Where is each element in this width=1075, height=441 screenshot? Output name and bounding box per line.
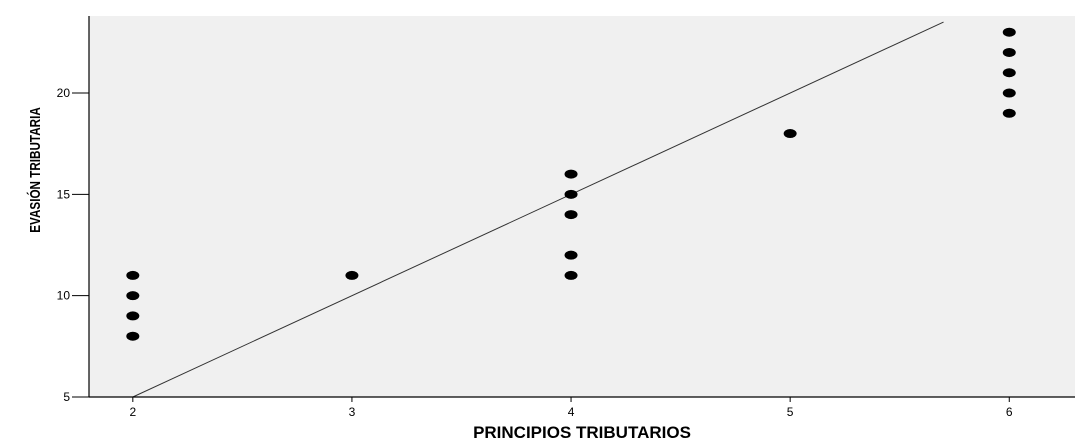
data-points [126, 27, 1016, 341]
y-axis-ticks: 5 10 15 20 [57, 86, 89, 404]
data-point [1002, 27, 1016, 37]
data-point [126, 331, 140, 341]
data-point [564, 250, 578, 260]
x-tick-label: 2 [129, 405, 136, 419]
plot-area [89, 16, 1075, 397]
data-point [564, 270, 578, 280]
x-tick-label: 3 [349, 405, 356, 419]
data-point [126, 311, 140, 321]
data-point [564, 189, 578, 199]
y-tick-label: 15 [57, 187, 71, 201]
data-point [1002, 108, 1016, 118]
x-tick-label: 5 [787, 405, 794, 419]
data-point [564, 210, 578, 220]
data-point [1002, 88, 1016, 98]
x-axis-ticks: 2 3 4 5 6 [129, 397, 1013, 419]
y-tick-label: 10 [57, 289, 71, 303]
data-point [783, 129, 797, 139]
y-axis-title: EVASIÓN TRIBUTARIA [27, 107, 44, 233]
y-tick-label: 5 [63, 390, 70, 404]
x-axis-title: PRINCIPIOS TRIBUTARIOS [473, 423, 691, 441]
data-point [126, 291, 140, 301]
data-point [1002, 68, 1016, 78]
data-point [126, 270, 140, 280]
x-tick-label: 4 [568, 405, 575, 419]
y-tick-label: 20 [57, 86, 71, 100]
data-point [1002, 47, 1016, 57]
data-point [564, 169, 578, 179]
data-point [345, 270, 359, 280]
fit-line [132, 21, 944, 398]
fit-line-layer [132, 21, 944, 398]
x-tick-label: 6 [1006, 405, 1013, 419]
